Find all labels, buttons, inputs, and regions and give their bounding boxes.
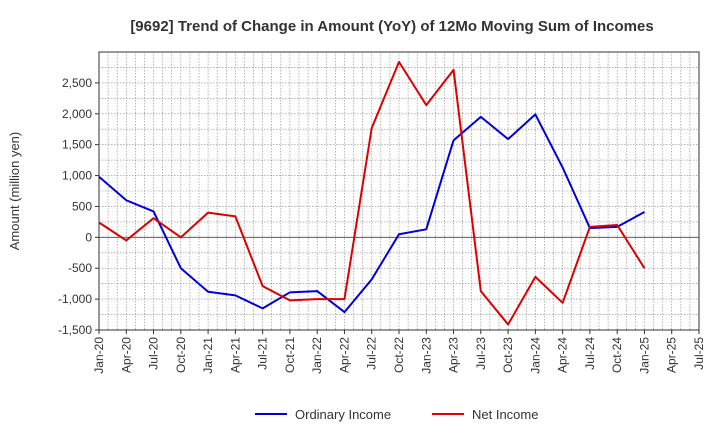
x-tick-label: Jan-23: [419, 337, 433, 374]
y-tick-label: -1,500: [58, 323, 92, 337]
x-tick-label: Jul-25: [692, 337, 706, 370]
y-tick-label: -1,000: [58, 292, 92, 306]
x-tick-label: Jan-20: [92, 337, 106, 374]
gridlines: [99, 52, 699, 330]
series-layer: [98, 60, 646, 326]
y-tick-label: 1,000: [62, 169, 92, 183]
series-line-1: [98, 113, 645, 314]
x-tick-label: Oct-22: [392, 337, 406, 373]
y-tick-label: 1,500: [62, 138, 92, 152]
x-tick-label: Jan-22: [310, 337, 324, 374]
x-tick-label: Oct-20: [174, 337, 188, 373]
x-tick-label: Jul-23: [474, 337, 488, 370]
series-line-2: [98, 60, 646, 326]
x-tick-label: Jul-22: [365, 337, 379, 370]
y-axis-label: Amount (million yen): [7, 132, 22, 251]
x-tick-label: Oct-23: [501, 337, 515, 373]
x-tick-label: Jan-25: [637, 337, 651, 374]
y-axis-ticks: -1,500 -1,000 -500 0 500 1,000 1,500 2,000 2,500: [58, 76, 99, 337]
legend: Ordinary Income Net Income: [255, 407, 538, 422]
legend-label-1: Ordinary Income: [295, 407, 391, 422]
x-tick-label: Apr-21: [228, 337, 242, 373]
x-tick-label: Apr-20: [119, 337, 133, 373]
y-tick-label: 2,000: [62, 107, 92, 121]
chart-title: [9692] Trend of Change in Amount (YoY) o…: [130, 18, 653, 35]
x-tick-label: Oct-24: [610, 337, 624, 373]
x-tick-label: Jul-21: [256, 337, 270, 370]
x-axis-ticks: Jan-20 Apr-20 Jul-20 Oct-20 Jan-21 Apr-21 Jul-…: [92, 330, 706, 374]
x-tick-label: Jul-24: [583, 337, 597, 370]
x-tick-label: Oct-21: [283, 337, 297, 373]
y-tick-label: 0: [85, 230, 92, 244]
y-tick-label: 2,500: [62, 76, 92, 90]
x-tick-label: Jul-20: [147, 337, 161, 370]
x-tick-label: Apr-23: [447, 337, 461, 373]
x-tick-label: Jan-21: [201, 337, 215, 374]
y-tick-label: 500: [72, 199, 92, 213]
x-tick-label: Apr-24: [556, 337, 570, 373]
legend-label-2: Net Income: [472, 407, 538, 422]
x-tick-label: Apr-25: [665, 337, 679, 373]
x-tick-label: Apr-22: [337, 337, 351, 373]
y-tick-label: -500: [68, 261, 92, 275]
x-tick-label: Jan-24: [528, 337, 542, 374]
